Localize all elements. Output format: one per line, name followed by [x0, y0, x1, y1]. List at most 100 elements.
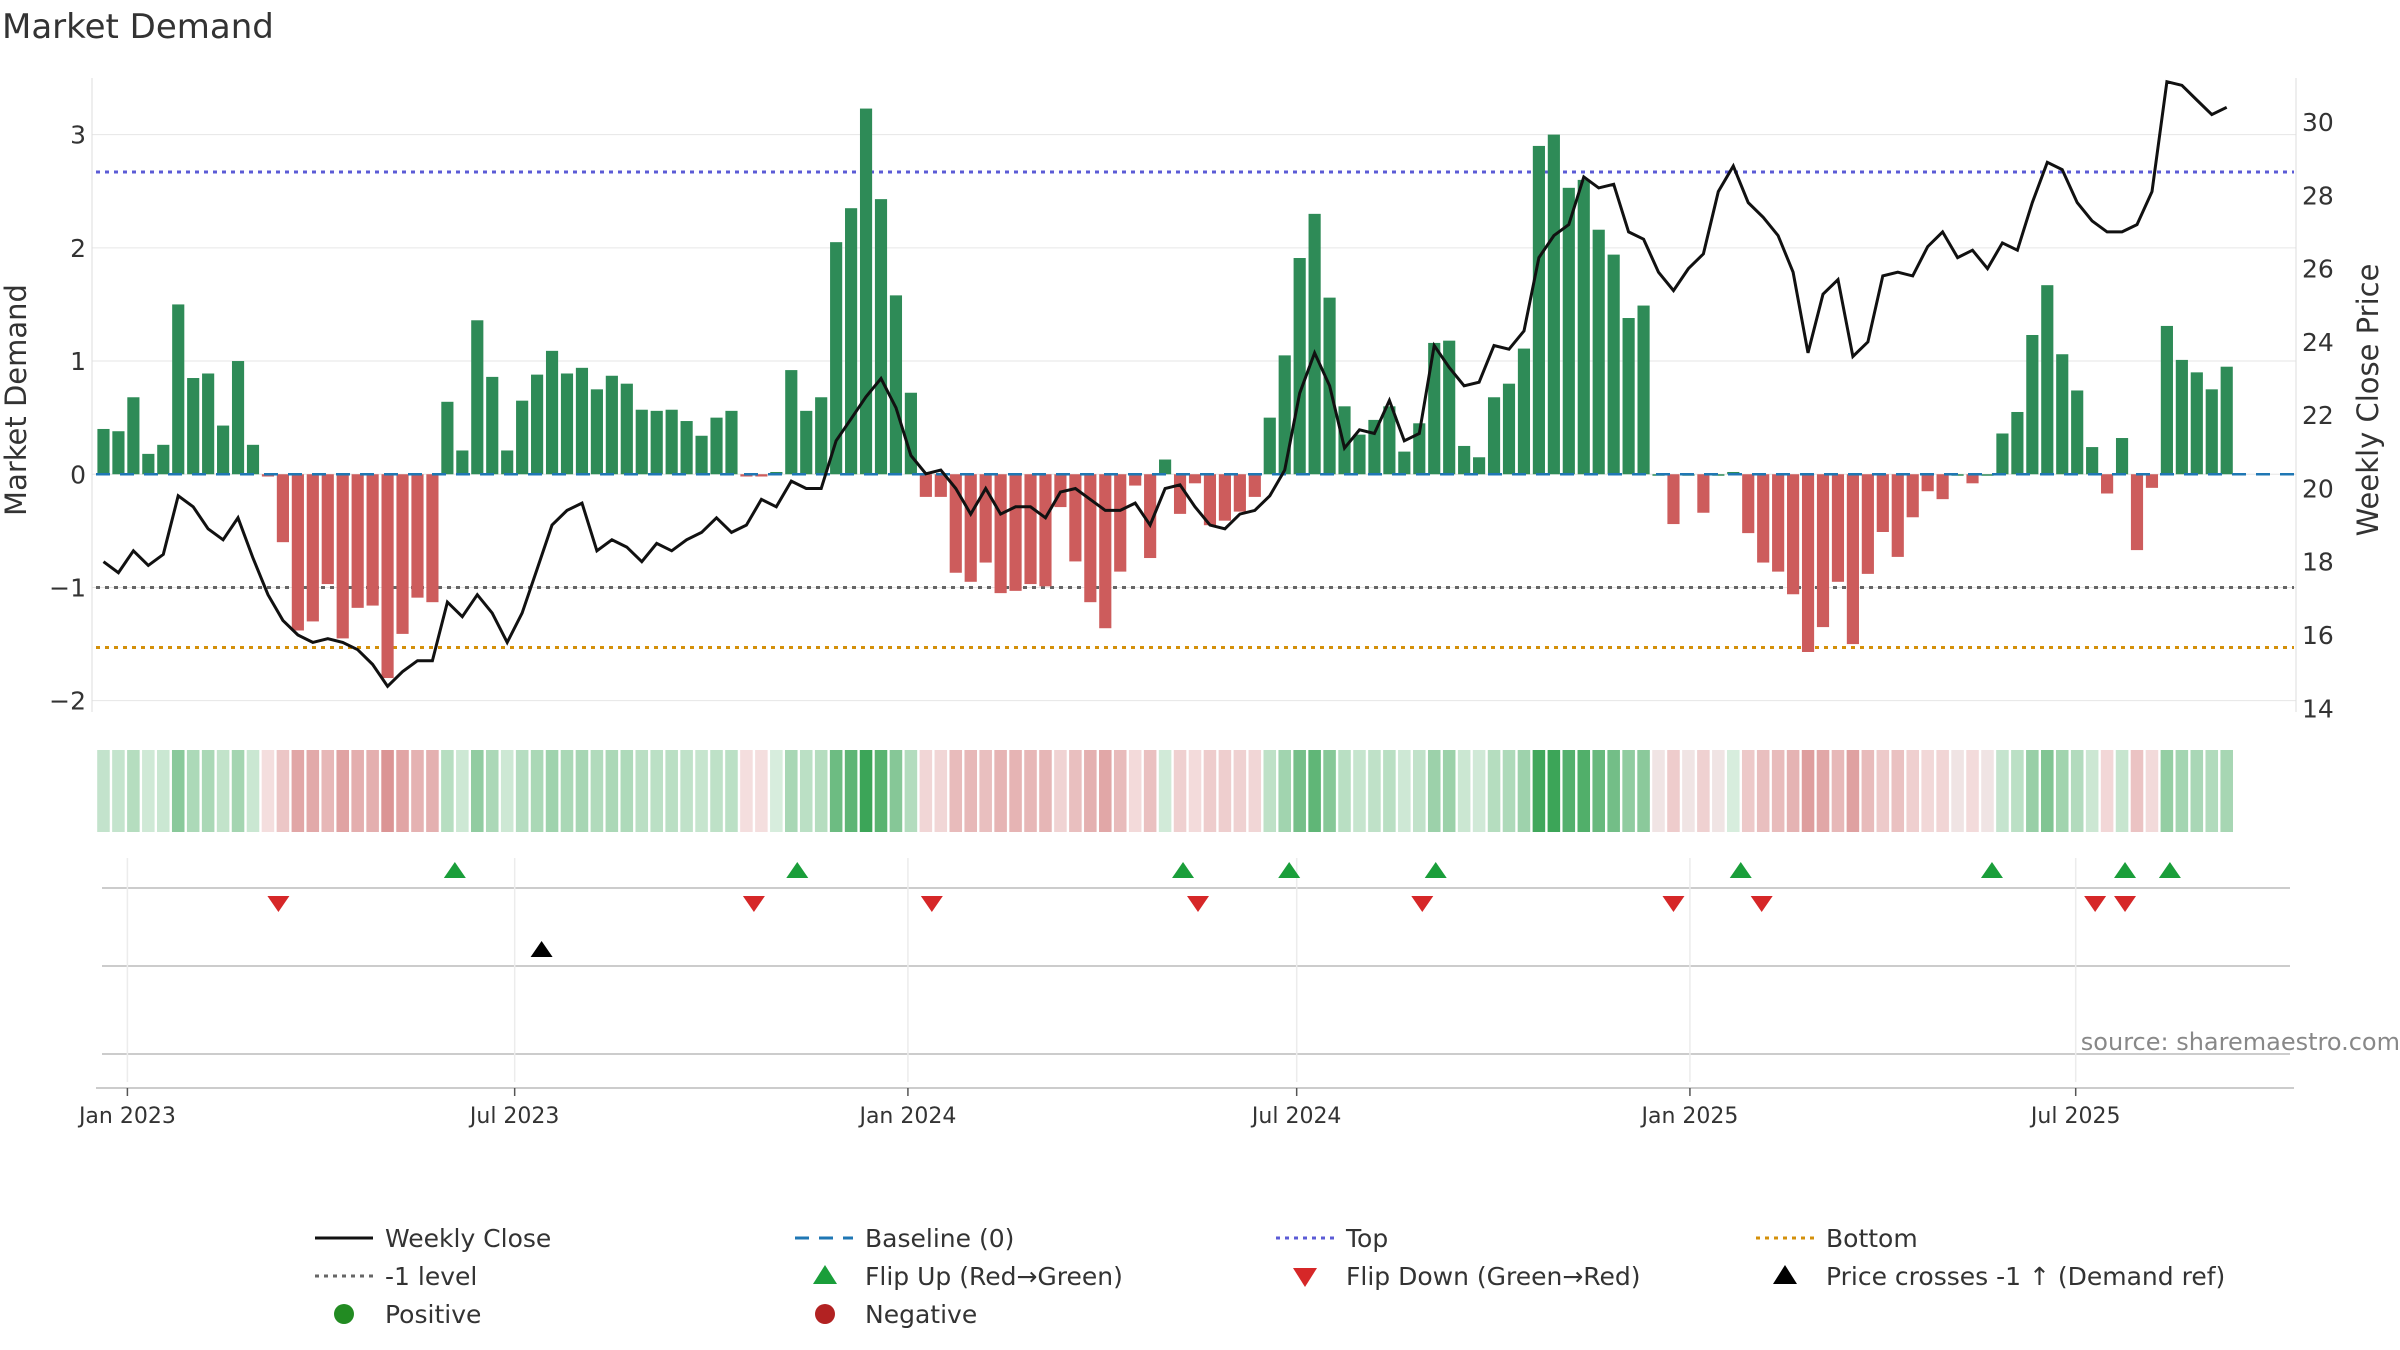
demand-bar	[1577, 179, 1590, 475]
flip-up-marker	[786, 862, 809, 878]
demand-bar	[2071, 390, 2084, 475]
heat-cell	[1338, 750, 1351, 832]
demand-bar	[1009, 474, 1022, 591]
signal-markers	[267, 862, 2181, 957]
demand-bar	[2175, 359, 2188, 475]
gridlines	[92, 134, 2296, 702]
flip-down-marker	[2114, 896, 2137, 912]
flip-down-marker	[267, 896, 290, 912]
heat-cell	[829, 750, 843, 832]
heat-cell	[785, 750, 798, 832]
flip-up-marker	[2158, 862, 2181, 878]
demand-bar	[2205, 389, 2218, 475]
heat-cell	[1921, 750, 1934, 832]
demand-bar	[1353, 434, 1366, 475]
demand-bar	[1697, 474, 1710, 513]
heat-cell	[351, 750, 364, 832]
demand-bar	[1936, 474, 1949, 500]
demand-bar	[531, 374, 544, 475]
demand-bar	[1547, 134, 1560, 475]
heat-cell	[665, 750, 678, 832]
heat-cell	[770, 750, 783, 832]
demand-bar	[336, 474, 349, 639]
heat-cell	[545, 750, 559, 832]
demand-bar	[246, 444, 260, 475]
demand-bar	[217, 425, 230, 475]
legend-symbol-flip-up	[813, 1265, 837, 1284]
demand-bar	[785, 370, 798, 475]
demand-bar	[919, 474, 932, 497]
demand-bar	[1368, 419, 1381, 475]
demand-bar	[874, 199, 888, 475]
heat-cell	[321, 750, 335, 832]
demand-bar	[695, 435, 708, 475]
demand-bar	[1233, 474, 1246, 512]
demand-bar	[2145, 474, 2159, 488]
heat-cell	[1368, 750, 1381, 832]
heat-cell	[291, 750, 305, 832]
heat-cell	[1592, 750, 1605, 832]
demand-bar	[486, 376, 499, 475]
heat-cell	[919, 750, 933, 832]
demand-bar	[1159, 459, 1172, 475]
heat-cell	[1652, 750, 1665, 832]
heat-cell	[740, 750, 753, 832]
heat-cell	[201, 750, 215, 832]
flip-up-marker	[1172, 862, 1195, 878]
heat-cell	[1981, 750, 1994, 832]
heat-cell	[874, 750, 888, 832]
demand-bar	[441, 401, 454, 475]
right-axis-label: Weekly Close Price	[2351, 264, 2385, 537]
heat-cell	[1203, 750, 1217, 832]
heat-cell	[1084, 750, 1097, 832]
flip-down-marker	[920, 896, 943, 912]
heat-cell	[1113, 750, 1127, 832]
heat-cell	[1801, 750, 1815, 832]
heat-cell	[725, 750, 738, 832]
left-tick-label: −1	[49, 573, 86, 602]
heat-cell	[560, 750, 574, 832]
demand-bar	[1024, 474, 1037, 585]
heat-cell	[755, 750, 768, 832]
right-axis-ticks: 14 16 18 20 22 24 26 28 30	[2302, 108, 2334, 723]
left-tick-label: 2	[70, 234, 86, 263]
right-tick-label: 30	[2302, 108, 2334, 137]
heat-cell	[1786, 750, 1800, 832]
heat-cell	[1383, 750, 1396, 832]
x-tick-label: Jan 2024	[857, 1104, 956, 1129]
heat-cell	[1039, 750, 1052, 832]
heat-cell	[142, 750, 155, 832]
demand-bar	[1458, 445, 1471, 475]
demand-bar	[1966, 474, 1979, 484]
right-tick-label: 18	[2302, 548, 2334, 577]
heat-cell	[2041, 750, 2054, 832]
heat-cell	[246, 750, 260, 832]
demand-bar	[187, 378, 200, 475]
reference-lines	[96, 170, 2294, 649]
heat-cell	[411, 750, 424, 832]
heat-cell	[1741, 750, 1755, 832]
heat-cell	[261, 750, 275, 832]
demand-bar	[1278, 355, 1291, 475]
chart-title: Market Demand	[2, 7, 274, 47]
left-tick-label: −2	[49, 687, 86, 716]
demand-bar	[1099, 474, 1112, 629]
legend-label-negative: Negative	[865, 1300, 977, 1329]
demand-bar	[650, 410, 663, 475]
legend-label-bottom: Bottom	[1826, 1224, 1918, 1253]
demand-bar	[1592, 229, 1605, 475]
heat-cell	[799, 750, 813, 832]
heat-cell	[1457, 750, 1471, 832]
demand-bar	[426, 474, 439, 603]
demand-bar	[1876, 474, 1889, 532]
demand-bar	[516, 400, 529, 475]
heat-cell	[112, 750, 125, 832]
demand-bar	[1532, 145, 1545, 475]
flip-up-marker	[2114, 862, 2137, 878]
demand-bar	[172, 304, 185, 475]
demand-bars	[97, 108, 2233, 679]
demand-bar	[1801, 474, 1815, 652]
heat-cell	[1816, 750, 1830, 832]
heat-cell	[979, 750, 992, 832]
legend-symbol-positive	[334, 1304, 354, 1324]
